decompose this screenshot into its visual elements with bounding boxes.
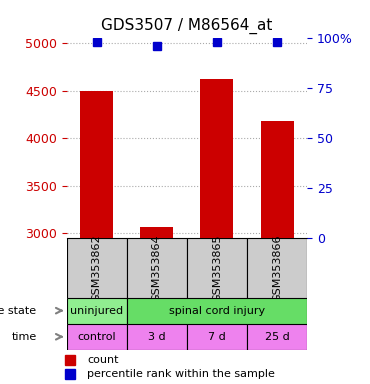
Title: GDS3507 / M86564_at: GDS3507 / M86564_at	[101, 18, 273, 34]
Text: GSM353862: GSM353862	[92, 234, 102, 302]
Text: uninjured: uninjured	[70, 306, 123, 316]
FancyBboxPatch shape	[247, 324, 307, 350]
Text: percentile rank within the sample: percentile rank within the sample	[87, 369, 275, 379]
FancyBboxPatch shape	[187, 238, 247, 298]
FancyBboxPatch shape	[127, 298, 307, 324]
Text: 7 d: 7 d	[208, 332, 226, 342]
Bar	[140, 227, 173, 238]
Bar	[260, 121, 293, 238]
Text: 25 d: 25 d	[265, 332, 289, 342]
Text: count: count	[87, 355, 118, 366]
Text: 3 d: 3 d	[148, 332, 166, 342]
Bar	[201, 79, 233, 238]
FancyBboxPatch shape	[67, 324, 127, 350]
Text: GSM353865: GSM353865	[212, 234, 222, 301]
Text: GSM353864: GSM353864	[152, 234, 162, 302]
FancyBboxPatch shape	[67, 298, 127, 324]
Text: GSM353866: GSM353866	[272, 234, 282, 301]
FancyBboxPatch shape	[127, 238, 187, 298]
FancyBboxPatch shape	[67, 238, 127, 298]
FancyBboxPatch shape	[187, 324, 247, 350]
Text: time: time	[11, 332, 37, 342]
Text: control: control	[77, 332, 116, 342]
Text: spinal cord injury: spinal cord injury	[169, 306, 265, 316]
FancyBboxPatch shape	[127, 324, 187, 350]
FancyBboxPatch shape	[247, 238, 307, 298]
Bar	[80, 91, 113, 238]
Text: disease state: disease state	[0, 306, 37, 316]
